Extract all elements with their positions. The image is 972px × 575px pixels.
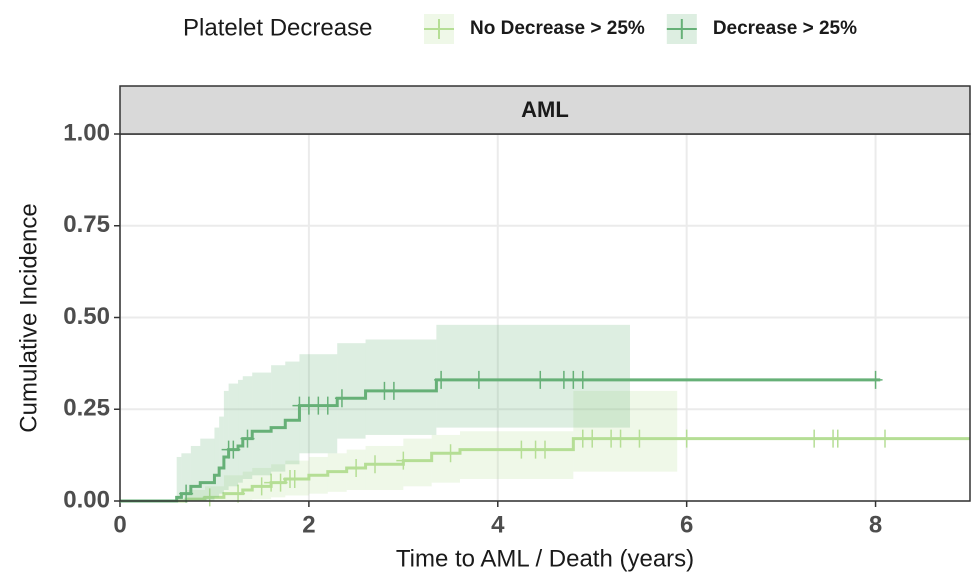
legend-label: No Decrease > 25%: [470, 18, 645, 39]
confidence-band: [252, 372, 272, 476]
y-axis-title: Cumulative Incidence: [15, 203, 42, 432]
x-axis-title: Time to AML / Death (years): [396, 545, 694, 572]
censor-mark: [287, 469, 302, 488]
censor-mark: [226, 440, 241, 459]
facet-label: AML: [521, 97, 569, 122]
confidence-band: [403, 438, 432, 487]
censor-mark: [349, 458, 364, 477]
legend-label: Decrease > 25%: [713, 18, 857, 39]
censor-mark: [202, 488, 217, 507]
x-tick-label: 6: [680, 511, 693, 538]
confidence-band: [573, 390, 678, 472]
y-tick-label: 0.00: [63, 486, 110, 513]
censor-mark: [807, 429, 822, 448]
censor-mark: [632, 429, 647, 448]
censor-mark: [368, 455, 382, 474]
censor-mark: [273, 473, 288, 492]
censor-mark: [386, 381, 401, 400]
confidence-band: [219, 416, 224, 494]
censor-mark: [179, 484, 194, 503]
confidence-band: [200, 438, 215, 501]
confidence-band: [460, 431, 574, 479]
x-tick-label: 8: [869, 511, 882, 538]
confidence-band: [181, 453, 191, 501]
confidence-band: [214, 427, 220, 498]
x-tick-label: 4: [491, 511, 505, 538]
x-tick-label: 0: [113, 511, 126, 538]
censor-mark: [396, 451, 411, 470]
confidence-band: [242, 376, 253, 479]
censor-mark: [240, 429, 255, 448]
y-tick-label: 1.00: [63, 119, 110, 146]
confidence-band: [431, 434, 460, 483]
confidence-band: [271, 365, 286, 472]
censor-mark: [514, 440, 529, 459]
censor-mark: [533, 370, 548, 389]
confidence-band: [365, 445, 404, 490]
confidence-band: [271, 464, 286, 498]
confidence-band: [186, 489, 205, 501]
censor-mark: [538, 440, 552, 459]
confidence-band: [285, 361, 300, 465]
y-tick-label: 0.25: [63, 395, 110, 422]
confidence-band: [238, 379, 243, 483]
y-tick-label: 0.75: [63, 211, 110, 238]
y-tick-label: 0.50: [63, 303, 110, 330]
confidence-band: [176, 456, 182, 501]
censor-mark: [585, 429, 600, 448]
censor-mark: [320, 396, 335, 415]
censor-mark: [443, 444, 458, 463]
censor-mark: [679, 429, 694, 448]
censor-mark: [434, 370, 449, 389]
censor-mark: [334, 389, 349, 408]
confidence-band: [228, 383, 239, 487]
confidence-band: [242, 471, 253, 501]
facet-strip: [119, 85, 971, 135]
confidence-band: [190, 445, 201, 501]
censor-mark: [471, 370, 486, 389]
confidence-band: [436, 324, 630, 428]
legend-symbol: [424, 19, 454, 39]
confidence-band: [223, 390, 229, 490]
censor-mark: [878, 429, 892, 448]
confidence-band: [365, 339, 437, 435]
censor-mark: [231, 484, 246, 503]
censor-mark: [575, 370, 590, 389]
legend-symbol: [666, 19, 697, 39]
x-tick-label: 2: [302, 511, 315, 538]
censor-mark: [830, 429, 845, 448]
censor-mark: [254, 477, 269, 496]
legend-title: Platelet Decrease: [183, 14, 372, 41]
censor-mark: [613, 429, 628, 448]
censor-mark: [868, 370, 883, 389]
